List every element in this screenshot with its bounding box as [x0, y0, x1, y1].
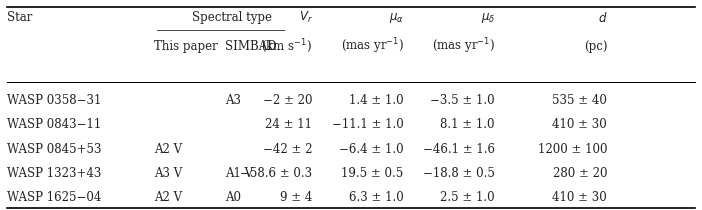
Text: A2 V: A2 V [154, 143, 183, 156]
Text: 280 ± 20: 280 ± 20 [552, 167, 607, 180]
Text: (pc): (pc) [584, 40, 607, 53]
Text: This paper: This paper [154, 40, 218, 53]
Text: 1.4 ± 1.0: 1.4 ± 1.0 [349, 94, 404, 107]
Text: 2.5 ± 1.0: 2.5 ± 1.0 [440, 191, 495, 204]
Text: WASP 1625−04: WASP 1625−04 [7, 191, 101, 204]
Text: 6.3 ± 1.0: 6.3 ± 1.0 [349, 191, 404, 204]
Text: −3.5 ± 1.0: −3.5 ± 1.0 [430, 94, 495, 107]
Text: −18.8 ± 0.5: −18.8 ± 0.5 [423, 167, 495, 180]
Text: 8.1 ± 1.0: 8.1 ± 1.0 [440, 118, 495, 131]
Text: 24 ± 11: 24 ± 11 [265, 118, 312, 131]
Text: −2 ± 20: −2 ± 20 [263, 94, 312, 107]
Text: Star: Star [7, 11, 32, 24]
Text: −46.1 ± 1.6: −46.1 ± 1.6 [423, 143, 495, 156]
Text: $V_r$: $V_r$ [298, 10, 312, 25]
Text: −11.1 ± 1.0: −11.1 ± 1.0 [332, 118, 404, 131]
Text: A3: A3 [225, 94, 241, 107]
Text: A3 V: A3 V [154, 167, 183, 180]
Text: −6.4 ± 1.0: −6.4 ± 1.0 [339, 143, 404, 156]
Text: A2 V: A2 V [154, 191, 183, 204]
Text: (km s$^{-1}$): (km s$^{-1}$) [261, 37, 312, 55]
Text: (mas yr$^{-1}$): (mas yr$^{-1}$) [340, 36, 404, 56]
Text: $d$: $d$ [597, 11, 607, 25]
Text: A1 V: A1 V [225, 167, 253, 180]
Text: 9 ± 4: 9 ± 4 [280, 191, 312, 204]
Text: 1200 ± 100: 1200 ± 100 [538, 143, 607, 156]
Text: 535 ± 40: 535 ± 40 [552, 94, 607, 107]
Text: A0: A0 [225, 191, 241, 204]
Text: 410 ± 30: 410 ± 30 [552, 191, 607, 204]
Text: $\mu_{\alpha}$: $\mu_{\alpha}$ [389, 11, 404, 25]
Text: $\mu_{\delta}$: $\mu_{\delta}$ [481, 11, 495, 25]
Text: −42 ± 2: −42 ± 2 [263, 143, 312, 156]
Text: 19.5 ± 0.5: 19.5 ± 0.5 [341, 167, 404, 180]
Text: −58.6 ± 0.3: −58.6 ± 0.3 [240, 167, 312, 180]
Text: WASP 0845+53: WASP 0845+53 [7, 143, 102, 156]
Text: 410 ± 30: 410 ± 30 [552, 118, 607, 131]
Text: Spectral type: Spectral type [192, 11, 272, 24]
Text: (mas yr$^{-1}$): (mas yr$^{-1}$) [432, 36, 495, 56]
Text: WASP 0843−11: WASP 0843−11 [7, 118, 101, 131]
Text: SIMBAD: SIMBAD [225, 40, 277, 53]
Text: WASP 1323+43: WASP 1323+43 [7, 167, 101, 180]
Text: WASP 0358−31: WASP 0358−31 [7, 94, 101, 107]
